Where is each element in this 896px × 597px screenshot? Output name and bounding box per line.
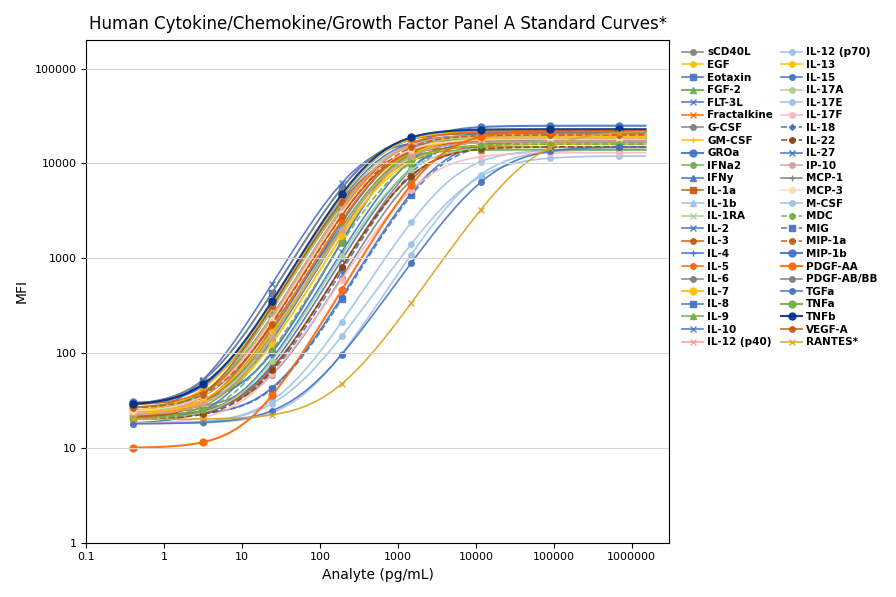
Title: Human Cytokine/Chemokine/Growth Factor Panel A Standard Curves*: Human Cytokine/Chemokine/Growth Factor P… [89, 15, 667, 33]
Legend: sCD40L, EGF, Eotaxin, FGF-2, FLT-3L, Fractalkine, G-CSF, GM-CSF, GROa, IFNa2, IF: sCD40L, EGF, Eotaxin, FGF-2, FLT-3L, Fra… [680, 45, 880, 349]
Y-axis label: MFI: MFI [15, 279, 29, 303]
X-axis label: Analyte (pg/mL): Analyte (pg/mL) [322, 568, 434, 582]
